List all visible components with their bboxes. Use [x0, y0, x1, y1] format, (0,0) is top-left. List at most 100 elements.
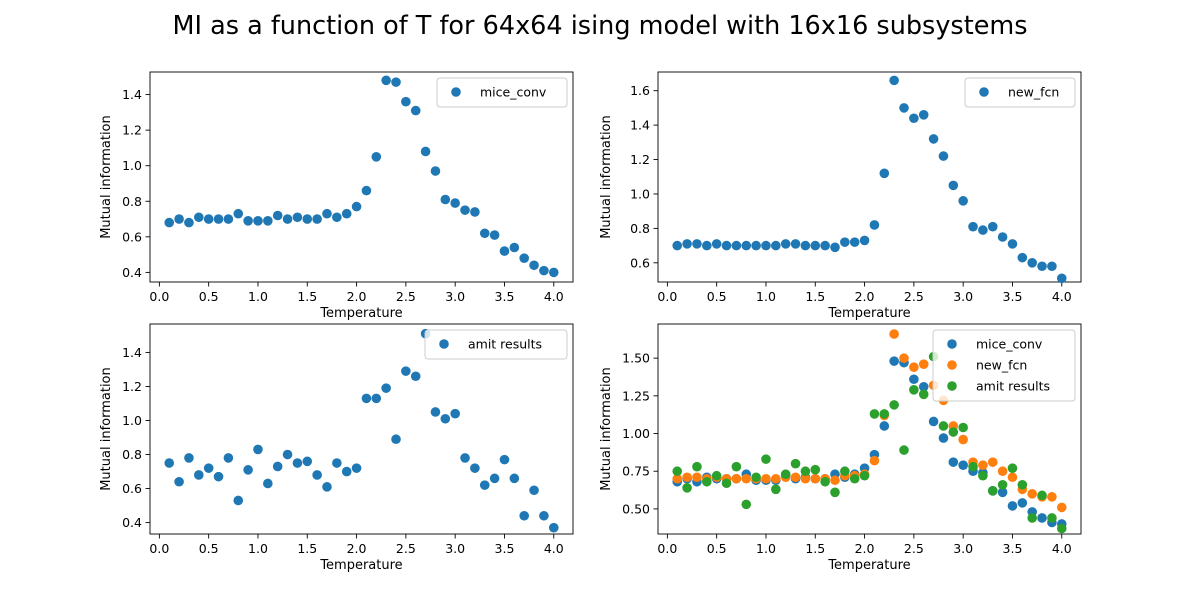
x-tick-label: 2.0 — [855, 541, 875, 556]
data-point — [682, 482, 692, 493]
data-point — [263, 216, 273, 226]
data-point — [938, 421, 949, 431]
data-point — [978, 225, 988, 235]
y-tick-label: 0.75 — [622, 464, 650, 479]
data-point — [987, 457, 998, 467]
data-point — [351, 201, 362, 212]
data-point — [810, 240, 821, 251]
data-point — [948, 427, 959, 437]
legend-label: amit results — [976, 379, 1050, 394]
data-point — [282, 449, 293, 460]
series-1 — [164, 328, 559, 533]
data-point — [164, 458, 175, 468]
data-point — [1007, 239, 1018, 249]
x-tick-label: 2.5 — [904, 289, 924, 304]
legend-frame — [424, 329, 568, 360]
data-point — [440, 413, 451, 424]
data-point — [233, 495, 244, 506]
legend-marker — [947, 381, 957, 391]
legend: new_fcn — [964, 77, 1076, 108]
x-tick-label: 1.5 — [805, 289, 825, 304]
data-point — [351, 463, 362, 473]
subplot-1: 0.0 0.5 1.0 1.5 2.0 2.5 3.0 3.5 4.0 0.4 0.6 0.8 1.0 1… — [99, 71, 574, 321]
x-tick-label: 2.0 — [855, 289, 875, 304]
data-point — [194, 470, 204, 480]
x-axis-label: Temperature — [319, 306, 402, 321]
data-point — [440, 194, 451, 205]
subplot-3: 0.0 0.5 1.0 1.5 2.0 2.5 3.0 3.5 4.0 0.4 0.6 0.8 1.0 1… — [99, 323, 574, 573]
data-point — [529, 485, 539, 496]
data-point — [1027, 489, 1037, 499]
data-point — [302, 214, 313, 224]
data-point — [741, 473, 752, 484]
data-point — [899, 103, 909, 113]
data-point — [889, 329, 899, 339]
legend-marker — [439, 339, 449, 349]
data-point — [341, 466, 352, 477]
data-point — [879, 421, 890, 431]
data-point — [958, 422, 968, 433]
data-point — [450, 198, 460, 208]
data-point — [849, 473, 860, 484]
data-point — [879, 168, 890, 179]
data-point — [509, 473, 520, 484]
data-point — [479, 480, 490, 490]
data-point — [800, 473, 811, 484]
data-point — [470, 207, 480, 217]
data-point — [889, 75, 899, 86]
x-tick-label: 3.5 — [495, 289, 515, 304]
data-point — [997, 466, 1008, 477]
data-point — [489, 473, 500, 484]
data-point — [489, 230, 500, 240]
data-point — [859, 470, 870, 481]
x-tick-label: 4.0 — [544, 541, 564, 556]
y-tick-label: 1.4 — [122, 345, 142, 360]
data-point — [1047, 261, 1057, 272]
legend-marker — [947, 339, 957, 349]
data-point — [213, 214, 224, 224]
data-point — [381, 383, 391, 393]
x-tick-label: 1.0 — [756, 289, 776, 304]
data-point — [800, 240, 811, 251]
data-point — [899, 445, 909, 455]
data-point — [332, 458, 342, 468]
data-point — [401, 366, 411, 376]
x-tick-label: 2.0 — [347, 541, 367, 556]
data-point — [1027, 258, 1037, 268]
data-point — [243, 465, 253, 475]
data-point — [213, 471, 224, 482]
data-point — [1027, 513, 1037, 523]
data-point — [371, 393, 382, 404]
y-tick-label: 0.6 — [122, 481, 142, 496]
data-point — [938, 151, 949, 161]
data-point — [519, 253, 529, 263]
x-tick-label: 1.0 — [248, 289, 268, 304]
data-point — [430, 407, 441, 417]
data-point — [731, 461, 742, 472]
y-tick-label: 0.50 — [622, 501, 650, 516]
data-point — [692, 472, 702, 483]
data-point — [460, 453, 470, 463]
data-point — [322, 482, 332, 492]
x-tick-label: 1.0 — [756, 541, 776, 556]
data-point — [312, 214, 322, 224]
data-point — [539, 510, 549, 521]
x-tick-label: 1.5 — [297, 541, 317, 556]
data-point — [771, 484, 781, 495]
data-point — [702, 240, 712, 251]
data-point — [499, 454, 510, 465]
data-point — [909, 385, 919, 395]
data-point — [682, 472, 692, 483]
data-point — [721, 240, 732, 251]
data-point — [164, 217, 175, 228]
data-point — [761, 454, 771, 464]
x-tick-label: 4.0 — [1052, 541, 1072, 556]
x-tick-label: 0.0 — [149, 289, 169, 304]
data-point — [918, 389, 929, 400]
data-point — [381, 75, 391, 86]
x-tick-label: 4.0 — [544, 289, 564, 304]
series-1 — [164, 75, 559, 278]
data-point — [1056, 502, 1067, 513]
legend-frame — [964, 77, 1076, 108]
